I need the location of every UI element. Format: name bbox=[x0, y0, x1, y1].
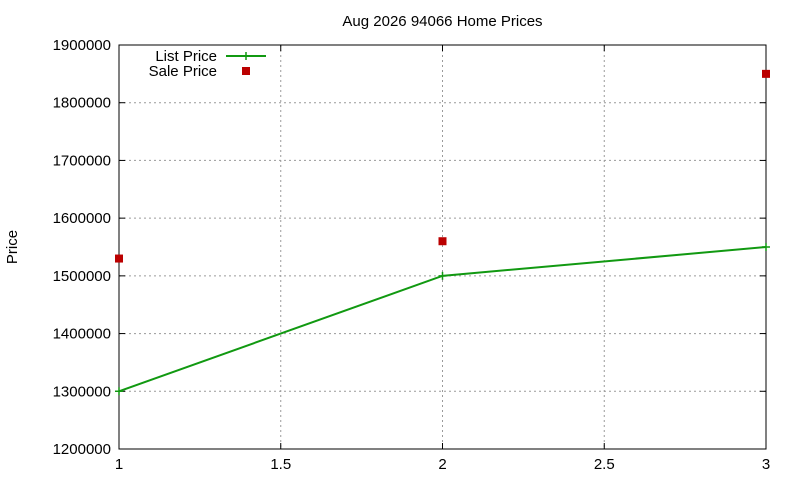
y-tick-label: 1300000 bbox=[53, 383, 111, 400]
x-tick-label: 2.5 bbox=[594, 456, 615, 473]
list-price-line bbox=[118, 246, 767, 393]
data-series bbox=[115, 69, 770, 396]
legend-plus-marker bbox=[242, 52, 250, 60]
sale-price-point bbox=[115, 254, 123, 263]
y-axis-label: Price bbox=[4, 230, 21, 264]
y-tick-label: 1700000 bbox=[53, 152, 111, 169]
y-tick-label: 1900000 bbox=[53, 37, 111, 54]
y-tick-label: 1400000 bbox=[53, 326, 111, 343]
sale-price-point bbox=[438, 237, 447, 246]
x-tick-label: 2 bbox=[438, 456, 446, 473]
list-price-point bbox=[438, 271, 447, 280]
x-tick-label: 1.5 bbox=[270, 456, 291, 473]
series-sale-price bbox=[115, 69, 770, 263]
y-tick-label: 1800000 bbox=[53, 95, 111, 112]
legend-label: Sale Price bbox=[149, 63, 217, 80]
y-tick-label: 1500000 bbox=[53, 268, 111, 285]
sale-price-point bbox=[762, 69, 770, 78]
series-list-price bbox=[115, 243, 770, 396]
list-price-point bbox=[115, 387, 123, 396]
list-price-point bbox=[762, 243, 770, 251]
x-tick-label: 3 bbox=[762, 456, 770, 473]
y-tick-label: 1200000 bbox=[53, 441, 111, 458]
chart-title: Aug 2026 94066 Home Prices bbox=[342, 13, 542, 30]
x-tick-label: 1 bbox=[115, 456, 123, 473]
axis-tick-labels: 1 1.5 2 2.5 3 1200000 1300000 1400000 1500000 160… bbox=[53, 37, 771, 473]
legend-label: List Price bbox=[155, 48, 217, 65]
y-tick-label: 1600000 bbox=[53, 210, 111, 227]
grid-lines bbox=[119, 45, 766, 449]
axis-ticks bbox=[118, 44, 767, 450]
legend-square-marker bbox=[242, 67, 250, 75]
